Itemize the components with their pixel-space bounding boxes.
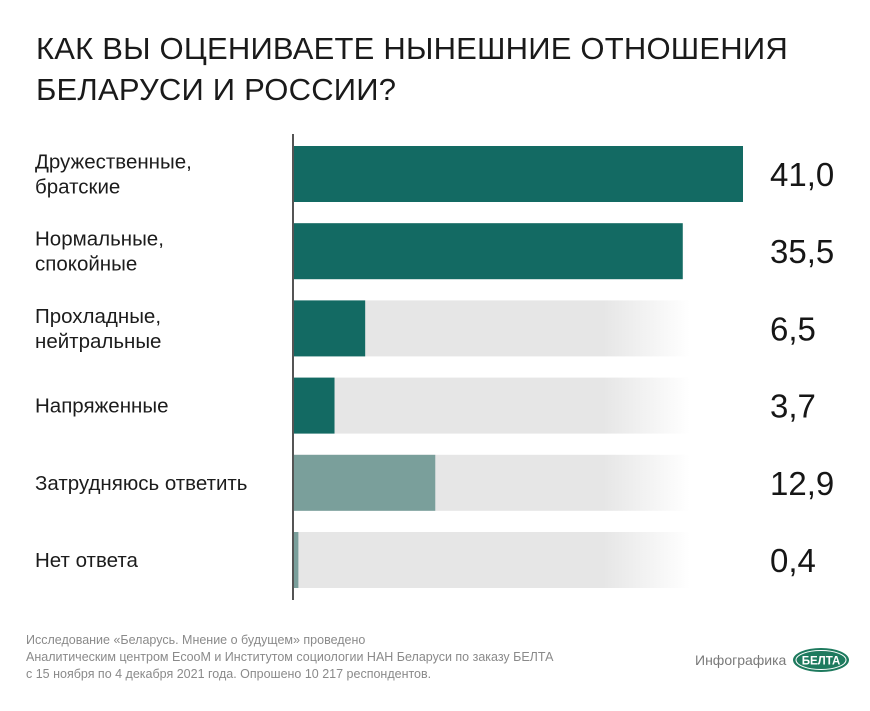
bar <box>294 146 743 202</box>
bar-track <box>294 377 690 434</box>
source-note-line-2: Аналитическим центром EcooM и Институтом… <box>26 650 554 664</box>
belta-logo: БЕЛТА <box>793 648 850 672</box>
source-note-line-1: Исследование «Беларусь. Мнение о будущем… <box>26 633 366 647</box>
bar <box>294 532 299 588</box>
category-label: Затрудняюсь ответить <box>35 472 247 495</box>
value-label: 0,4 <box>770 542 816 579</box>
value-label: 3,7 <box>770 388 816 425</box>
value-label: 35,5 <box>770 233 834 270</box>
bar-track <box>294 532 690 588</box>
category-label: Нормальные, спокойные <box>35 228 164 276</box>
bar <box>294 454 436 511</box>
source-note-line-3: с 15 ноября по 4 декабря 2021 года. Опро… <box>26 667 432 681</box>
value-label: 41,0 <box>770 156 834 193</box>
category-label: Нет ответа <box>35 549 138 572</box>
category-label: Дружественные, братские <box>35 151 192 199</box>
value-label: 6,5 <box>770 310 816 347</box>
belta-logo-text: БЕЛТА <box>802 656 841 668</box>
bar <box>294 223 683 280</box>
chart-title-line-1: КАК ВЫ ОЦЕНИВАЕТЕ НЫНЕШНИЕ ОТНОШЕНИЯ <box>36 31 788 66</box>
infographic-credit: Инфографика БЕЛТА <box>695 647 850 673</box>
bar-chart: Дружественные, братские 41,0 Нормальные, спо… <box>35 134 834 600</box>
chart-title-line-2: БЕЛАРУСИ И РОССИИ? <box>36 72 397 107</box>
bar <box>294 377 335 434</box>
credit-label: Инфографика <box>695 652 787 668</box>
category-label: Напряженные <box>35 395 168 418</box>
source-note: Исследование «Беларусь. Мнение о будущем… <box>26 632 626 683</box>
category-label: Прохладные, нейтральные <box>35 305 161 353</box>
chart-title: КАК ВЫ ОЦЕНИВАЕТЕ НЫНЕШНИЕ ОТНОШЕНИЯ БЕЛ… <box>36 28 796 110</box>
bar <box>294 300 366 357</box>
value-label: 12,9 <box>770 465 834 502</box>
